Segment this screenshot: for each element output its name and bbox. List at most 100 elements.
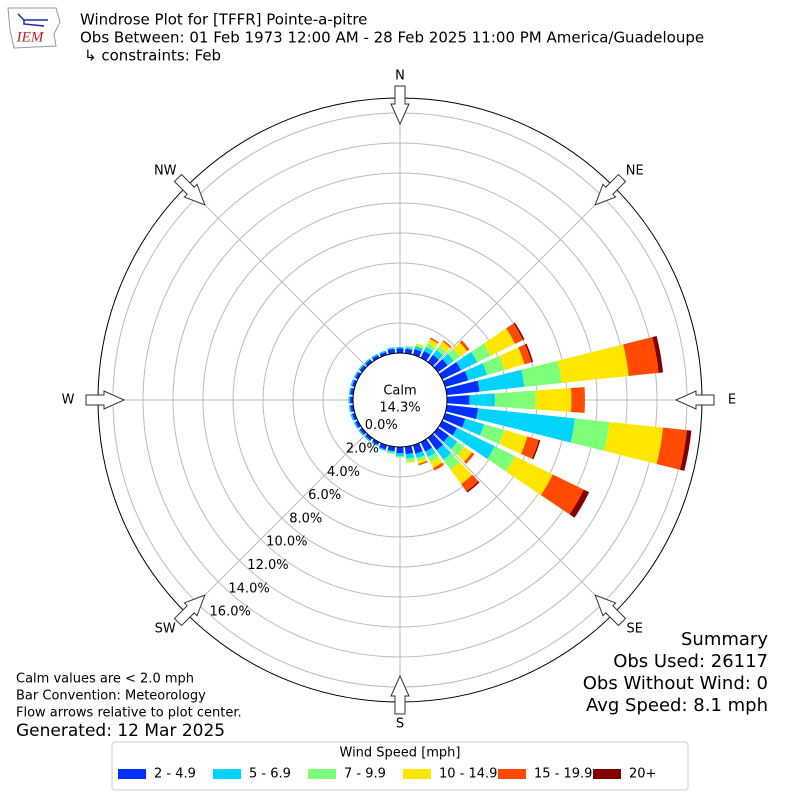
bar-segment	[371, 353, 379, 359]
bar-segment	[535, 388, 572, 412]
calm-value: 14.3%	[379, 401, 420, 416]
bar-segment	[540, 474, 584, 515]
bar-segment	[450, 461, 473, 485]
bar-segment	[499, 347, 525, 371]
bar-segment	[433, 427, 449, 443]
bar-segment	[443, 453, 460, 470]
bar-segment	[353, 421, 359, 429]
bar-segment	[623, 337, 659, 376]
bar-segment	[396, 347, 404, 349]
ring-label: 2.0%	[346, 441, 379, 456]
bar-segment	[427, 354, 439, 367]
title: Obs Between: 01 Feb 1973 12:00 AM - 28 F…	[80, 29, 704, 47]
bar-segment	[442, 371, 469, 388]
compass-arrow	[390, 85, 410, 126]
calm-label: Calm	[383, 384, 416, 399]
bar-segment	[506, 456, 553, 496]
legend-title: Wind Speed [mph]	[340, 746, 461, 761]
bar-segment	[442, 353, 454, 366]
compass-arrow	[173, 594, 206, 627]
bar-segment	[406, 457, 415, 462]
bar-segment	[364, 358, 371, 365]
bar-segment	[371, 441, 379, 447]
bar-segment	[351, 412, 358, 421]
bar-segment	[499, 429, 528, 454]
ring-label: 0.0%	[365, 418, 398, 433]
legend-label: 10 - 14.9	[439, 767, 497, 782]
logo-text: IEM	[16, 29, 45, 45]
bar-segment	[396, 348, 404, 354]
bar-segment	[436, 444, 452, 460]
bar-segment	[358, 429, 365, 436]
bar-segment	[483, 328, 516, 356]
generated: Generated: 12 Mar 2025	[16, 721, 225, 741]
compass-arrow	[594, 594, 627, 627]
ring-label: 14.0%	[228, 581, 269, 596]
bar-segment	[571, 387, 586, 413]
arrow	[173, 173, 206, 206]
legend-box	[111, 741, 689, 791]
bar-segment	[438, 361, 462, 380]
ring-label: 8.0%	[289, 511, 322, 526]
compass-arrow	[594, 173, 627, 206]
bar-segment	[432, 349, 444, 360]
grid-spoke	[186, 432, 368, 614]
bar-segment	[471, 343, 491, 363]
bar-segment	[387, 449, 395, 453]
bar-segment	[427, 452, 439, 463]
bar-segment	[457, 447, 473, 462]
legend-swatch	[593, 769, 621, 779]
bar-segment	[525, 343, 534, 363]
logo: IEM	[7, 7, 61, 49]
footnote: Flow arrows relative to plot center.	[16, 706, 242, 721]
arrow	[390, 674, 410, 715]
bar-segment	[604, 422, 664, 464]
bar-segment	[462, 418, 485, 436]
bar-segment	[476, 408, 576, 443]
bar-segment	[427, 338, 439, 348]
bar-segment	[404, 445, 414, 455]
legend-label: 15 - 19.9	[534, 767, 592, 782]
bar-segment	[430, 457, 443, 468]
legend-label: 7 - 9.9	[344, 767, 386, 782]
compass-label: S	[396, 717, 404, 732]
ring-label: 4.0%	[327, 465, 360, 480]
arrow	[390, 85, 410, 126]
ring-label: 6.0%	[308, 488, 341, 503]
compass-label: NW	[154, 163, 177, 178]
bar-segment	[446, 395, 470, 405]
bar-segment	[433, 359, 448, 373]
bar-segment	[469, 393, 495, 407]
footnote: Bar Convention: Meteorology	[16, 689, 206, 704]
summary: Obs Used: 26117	[613, 651, 768, 672]
legend-swatch	[308, 769, 336, 779]
bar-segment	[415, 451, 425, 459]
arrow	[594, 594, 627, 627]
bar-segment	[521, 360, 562, 387]
bar-segment	[348, 405, 352, 413]
bar-segment	[518, 344, 532, 365]
bar-segment	[372, 438, 380, 445]
bar-segment	[445, 404, 479, 419]
compass-arrow	[173, 173, 206, 206]
compass-label: SW	[155, 622, 176, 637]
compass-arrow	[390, 674, 410, 715]
compass-label: SE	[627, 622, 643, 637]
summary: Avg Speed: 8.1 mph	[586, 695, 768, 716]
bar-segment	[557, 344, 629, 384]
bar-segment	[386, 451, 395, 455]
bar-segment	[420, 438, 433, 452]
bar-segment	[358, 364, 365, 371]
bar-segment	[427, 433, 444, 451]
bar-segment	[353, 371, 359, 379]
bar-segment	[461, 474, 479, 492]
bar-segment	[418, 460, 428, 466]
bar-segment	[348, 387, 352, 395]
bar-segment	[459, 340, 470, 352]
grid-spoke	[432, 186, 614, 368]
bar-segment	[365, 359, 373, 367]
bar-segment	[355, 372, 362, 380]
legend-swatch	[403, 769, 431, 779]
bar-segment	[452, 427, 495, 459]
